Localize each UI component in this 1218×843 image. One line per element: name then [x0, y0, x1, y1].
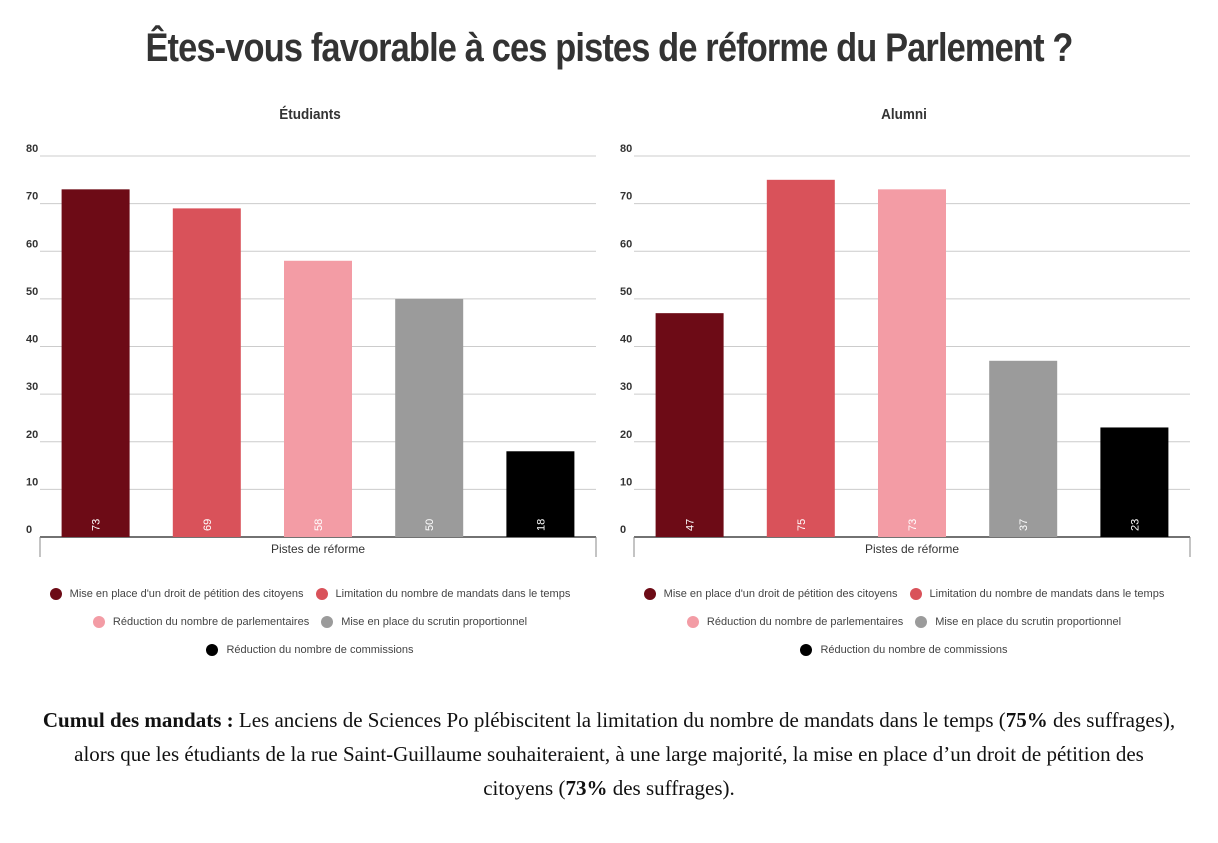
bar [284, 260, 352, 537]
y-tick-label: 0 [26, 524, 32, 536]
legend-swatch [321, 616, 334, 628]
y-tick-label: 60 [26, 238, 38, 250]
y-tick-label: 20 [26, 429, 38, 441]
bar [172, 208, 241, 537]
caption-part2: des suffrages), alors que les étudiants … [74, 708, 1176, 800]
legend-label: Mise en place d'un droit de pétition des… [69, 588, 304, 600]
bar [989, 360, 1058, 537]
y-tick-label: 50 [26, 286, 38, 298]
legend: Mise en place d'un droit de pétition des… [20, 580, 600, 664]
legend-swatch [686, 616, 699, 628]
legend-label: Mise en place d'un droit de pétition des… [663, 588, 898, 600]
data-label: 75 [796, 519, 808, 531]
x-axis-label: Pistes de réforme [865, 542, 959, 556]
legend-item: Mise en place du scrutin proportionnel [321, 616, 527, 628]
data-label: 73 [907, 519, 919, 531]
y-tick-label: 70 [26, 191, 38, 203]
legend-label: Limitation du nombre de mandats dans le … [929, 588, 1165, 600]
data-label: 37 [1018, 519, 1030, 531]
chart-title: Alumni [881, 106, 927, 123]
data-label: 18 [535, 519, 547, 531]
bar [655, 313, 724, 537]
y-tick-label: 50 [620, 286, 632, 298]
y-tick-label: 30 [620, 381, 632, 393]
legend-label: Mise en place du scrutin proportionnel [935, 616, 1122, 628]
legend-item: Mise en place du scrutin proportionnel [915, 616, 1121, 628]
x-axis-label: Pistes de réforme [271, 542, 365, 556]
legend-swatch [909, 588, 922, 600]
legend-swatch [915, 616, 928, 628]
caption-sep: : [221, 708, 239, 732]
legend-item: Mise en place d'un droit de pétition des… [49, 588, 304, 600]
y-tick-label: 10 [620, 476, 632, 488]
y-tick-label: 60 [620, 238, 632, 250]
caption: Cumul des mandats : Les anciens de Scien… [40, 703, 1178, 805]
legend-label: Réduction du nombre de commissions [820, 644, 1008, 656]
chart-title: Étudiants [279, 105, 340, 123]
legend-swatch [800, 644, 813, 656]
y-tick-label: 20 [620, 429, 632, 441]
legend-swatch [315, 588, 328, 600]
legend-label: Limitation du nombre de mandats dans le … [335, 588, 571, 600]
y-tick-label: 30 [26, 381, 38, 393]
bar [766, 179, 835, 537]
legend-row: Mise en place d'un droit de pétition des… [20, 580, 600, 608]
legend-swatch [206, 644, 219, 656]
legend-item: Réduction du nombre de parlementaires [92, 616, 310, 628]
bar [506, 451, 575, 537]
caption-part3: des suffrages). [607, 776, 735, 800]
data-label: 69 [202, 519, 214, 531]
chart-svg: Alumni 0 10 20 30 40 50 60 70 80 47 75 73 37 23 Pistes … [620, 106, 1191, 557]
legend-item: Réduction du nombre de parlementaires [686, 616, 904, 628]
legend-item: Réduction du nombre de commissions [206, 644, 414, 656]
y-tick-label: 70 [620, 191, 632, 203]
legend-item: Réduction du nombre de commissions [800, 644, 1008, 656]
data-label: 50 [424, 519, 436, 531]
legend-row: Réduction du nombre de parlementaires Mis… [20, 608, 600, 636]
legend-label: Mise en place du scrutin proportionnel [341, 616, 528, 628]
caption-pct1: 75% [1005, 708, 1048, 732]
data-label: 47 [685, 519, 697, 531]
legend-label: Réduction du nombre de parlementaires [112, 616, 310, 628]
legend-label: Réduction du nombre de commissions [226, 644, 414, 656]
y-tick-label: 80 [620, 143, 632, 155]
y-tick-label: 80 [26, 143, 38, 155]
legend-item: Limitation du nombre de mandats dans le … [909, 588, 1165, 600]
legend-item: Mise en place d'un droit de pétition des… [643, 588, 898, 600]
caption-lead: Cumul des mandats [42, 708, 222, 732]
data-label: 73 [91, 519, 103, 531]
legend-row: Réduction du nombre de parlementaires Mis… [614, 608, 1194, 636]
page-title: Êtes-vous favorable à ces pistes de réfo… [145, 26, 1073, 70]
bar [1100, 427, 1169, 537]
y-tick-label: 0 [620, 524, 626, 536]
legend-label: Réduction du nombre de parlementaires [706, 616, 904, 628]
legend: Mise en place d'un droit de pétition des… [614, 580, 1194, 664]
legend-row: Réduction du nombre de commissions [614, 636, 1194, 664]
data-label: 58 [313, 519, 325, 531]
legend-row: Mise en place d'un droit de pétition des… [614, 580, 1194, 608]
chart-etudiants: Étudiants 0 10 20 30 40 50 60 70 80 73 69 58 50 18 Pist… [20, 100, 600, 670]
legend-swatch [92, 616, 105, 628]
bar [878, 189, 946, 537]
y-tick-label: 10 [26, 476, 38, 488]
chart-alumni: Alumni 0 10 20 30 40 50 60 70 80 47 75 73 37 23 Pistes … [614, 100, 1194, 670]
y-tick-label: 40 [26, 334, 38, 346]
bar [61, 189, 130, 537]
data-label: 23 [1129, 519, 1141, 531]
legend-swatch [49, 588, 62, 600]
caption-pct2: 73% [565, 776, 608, 800]
chart-svg: Étudiants 0 10 20 30 40 50 60 70 80 73 69 58 50 18 Pist… [26, 105, 597, 557]
y-tick-label: 40 [620, 334, 632, 346]
legend-item: Limitation du nombre de mandats dans le … [315, 588, 571, 600]
legend-row: Réduction du nombre de commissions [20, 636, 600, 664]
caption-part1: Les anciens de Sciences Po plébiscitent … [238, 708, 1006, 732]
bar [395, 298, 464, 537]
legend-swatch [643, 588, 656, 600]
